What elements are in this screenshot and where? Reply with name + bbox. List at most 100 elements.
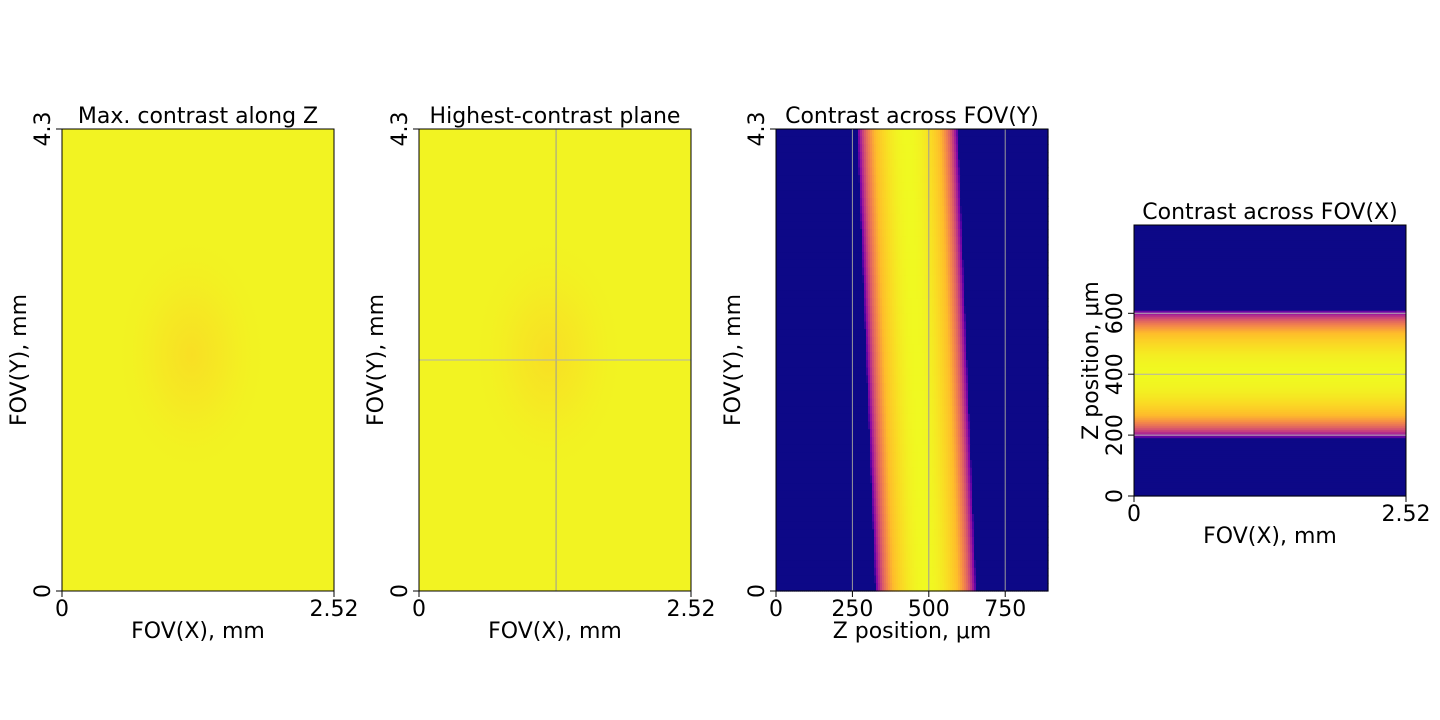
heatmap-cell: [824, 190, 827, 199]
heatmap-cell: [912, 152, 915, 161]
heatmap-cell: [814, 383, 817, 392]
heatmap-cell: [962, 144, 965, 153]
heatmap-cell: [886, 244, 889, 253]
heatmap-cell: [894, 306, 897, 315]
heatmap-cell: [810, 182, 813, 192]
heatmap-cell: [886, 352, 889, 361]
heatmap-cell: [990, 321, 993, 330]
heatmap-cell: [1002, 236, 1005, 246]
heatmap-cell: [796, 306, 799, 315]
heatmap-cell: [1034, 298, 1037, 307]
heatmap-cell: [806, 283, 809, 292]
heatmap-cell: [942, 159, 945, 169]
heatmap-cell: [896, 360, 899, 369]
heatmap-cell: [992, 313, 995, 323]
heatmap-cell: [1040, 321, 1043, 330]
heatmap-cell: [876, 367, 879, 376]
heatmap-cell: [776, 375, 779, 384]
heatmap-cell: [862, 175, 865, 184]
heatmap-cell: [1018, 152, 1021, 161]
heatmap-cell: [804, 306, 807, 315]
heatmap-cell: [826, 360, 829, 369]
heatmap-cell: [906, 383, 909, 392]
heatmap-cell: [932, 336, 935, 346]
heatmap-cell: [844, 344, 847, 353]
heatmap-cell: [1012, 321, 1015, 330]
heatmap-cell: [840, 136, 843, 145]
heatmap-cell: [780, 275, 783, 284]
heatmap-cell: [852, 267, 855, 276]
heatmap-cell: [862, 198, 865, 207]
heatmap-cell: [938, 344, 941, 353]
heatmap-cell: [1028, 329, 1031, 338]
heatmap-cell: [944, 221, 947, 230]
heatmap-cell: [934, 136, 937, 145]
heatmap-cell: [934, 321, 937, 330]
heatmap-cell: [978, 236, 981, 246]
heatmap-cell: [1034, 236, 1037, 246]
heatmap-cell: [802, 306, 805, 315]
heatmap-cell: [1000, 182, 1003, 192]
heatmap-cell: [942, 129, 945, 138]
heatmap-cell: [932, 136, 935, 145]
heatmap-cell: [980, 367, 983, 376]
heatmap-cell: [916, 129, 919, 138]
heatmap-cell: [824, 229, 827, 238]
heatmap-cell: [826, 306, 829, 315]
heatmap-cell: [998, 129, 1001, 138]
heatmap-cell: [832, 290, 835, 299]
heatmap-cell: [888, 213, 891, 222]
heatmap-cell: [918, 298, 921, 307]
heatmap-cell: [1042, 390, 1045, 400]
heatmap-cell: [900, 290, 903, 299]
heatmap-cell: [922, 206, 925, 215]
heatmap-cell: [966, 313, 969, 323]
heatmap-cell: [838, 236, 841, 246]
heatmap-cell: [1024, 213, 1027, 222]
heatmap-cell: [914, 152, 917, 161]
heatmap-cell: [790, 175, 793, 184]
heatmap-cell: [838, 383, 841, 392]
heatmap-cell: [862, 398, 865, 407]
heatmap-cell: [830, 298, 833, 307]
heatmap-cell: [882, 306, 885, 315]
heatmap-cell: [1024, 206, 1027, 215]
heatmap-cell: [982, 275, 985, 284]
heatmap-cell: [956, 313, 959, 323]
heatmap-cell: [818, 152, 821, 161]
heatmap-cell: [1026, 252, 1029, 261]
heatmap-cell: [1010, 383, 1013, 392]
heatmap-cell: [866, 221, 869, 230]
heatmap-cell: [836, 190, 839, 199]
heatmap-cell: [832, 336, 835, 346]
heatmap-cell: [852, 144, 855, 153]
heatmap-cell: [1022, 129, 1025, 138]
heatmap-cell: [998, 390, 1001, 400]
heatmap-cell: [788, 129, 791, 138]
heatmap-cell: [834, 406, 837, 415]
heatmap-cell: [800, 267, 803, 276]
heatmap-cell: [826, 236, 829, 246]
heatmap-cell: [796, 213, 799, 222]
heatmap-cell: [1036, 244, 1039, 253]
heatmap-cell: [874, 152, 877, 161]
heatmap-cell: [956, 375, 959, 384]
heatmap-cell: [892, 290, 895, 299]
heatmap-cell: [778, 144, 781, 153]
heatmap-cell: [1000, 244, 1003, 253]
heatmap-cell: [918, 190, 921, 199]
heatmap-cell: [930, 213, 933, 222]
heatmap-cell: [898, 136, 901, 145]
heatmap-cell: [820, 329, 823, 338]
heatmap-cell: [958, 259, 961, 269]
heatmap-cell: [988, 159, 991, 169]
heatmap-cell: [850, 167, 853, 176]
heatmap-cell: [864, 329, 867, 338]
heatmap-cell: [894, 336, 897, 346]
heatmap-cell: [990, 229, 993, 238]
heatmap-cell: [824, 383, 827, 392]
heatmap-cell: [954, 221, 957, 230]
heatmap-cell: [798, 283, 801, 292]
heatmap-cell: [976, 283, 979, 292]
